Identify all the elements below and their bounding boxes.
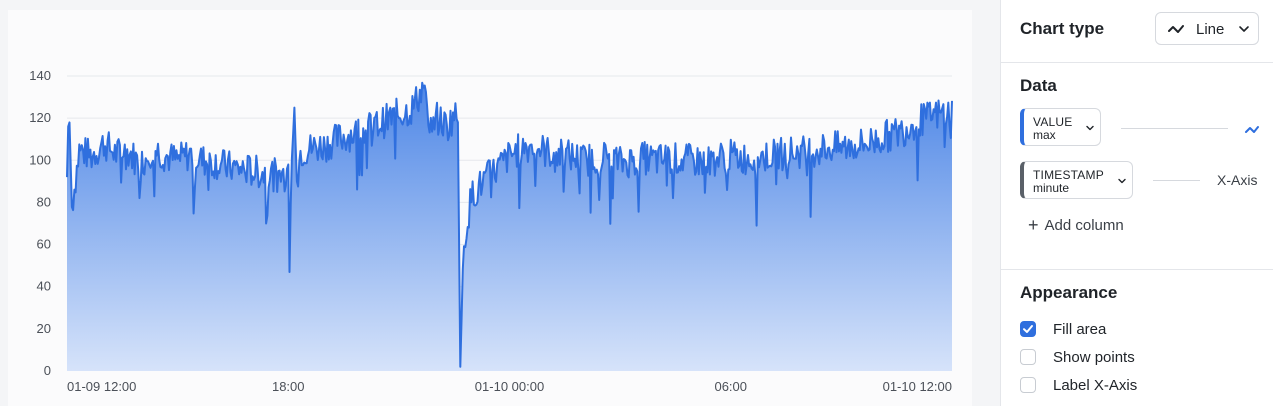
fill-area-label: Fill area [1053, 321, 1107, 338]
timestamp-column-agg: minute [1033, 181, 1070, 195]
y-tick-label: 0 [44, 363, 51, 378]
x-tick-label: 06:00 [714, 379, 747, 394]
y-tick-label: 40 [37, 279, 51, 294]
x-axis-role-label[interactable]: X-Axis [1217, 172, 1258, 188]
line-chart-icon [1168, 25, 1184, 33]
x-tick-label: 01-10 00:00 [475, 379, 544, 394]
chart-type-section: Chart type Line [1001, 0, 1273, 63]
y-axis-line-icon[interactable] [1244, 123, 1260, 135]
series-line [66, 81, 953, 368]
show-points-label: Show points [1053, 349, 1135, 366]
add-column-label: Add column [1044, 217, 1124, 234]
chart-type-value: Line [1196, 21, 1225, 38]
add-column-button[interactable]: + Add column [1028, 215, 1124, 236]
y-tick-label: 80 [37, 194, 51, 209]
label-x-axis-label: Label X-Axis [1053, 377, 1138, 394]
chart-settings-sidebar: Chart type Line Data VALUE max TIMESTAMP [1000, 0, 1273, 406]
chart-svg: 0 20 40 60 80 100 120 140 01-09 12:00 18:00 01-10 … [29, 68, 953, 394]
chart-panel: 0 20 40 60 80 100 120 140 01-09 12:00 18:00 01-10 … [8, 10, 972, 406]
data-section: Data VALUE max TIMESTAMP minute X-Axis +… [1001, 62, 1273, 270]
timestamp-column-name: TIMESTAMP [1033, 168, 1104, 182]
x-tick-label: 01-10 12:00 [883, 379, 952, 394]
value-column-agg: max [1033, 128, 1056, 142]
check-icon [1023, 325, 1033, 333]
appearance-title: Appearance [1020, 283, 1118, 302]
fill-area-checkbox[interactable] [1020, 321, 1036, 337]
timestamp-column-pill[interactable]: TIMESTAMP minute [1020, 161, 1133, 199]
chart-type-dropdown[interactable]: Line [1155, 12, 1259, 45]
chevron-down-icon [1118, 178, 1126, 184]
label-x-axis-checkbox[interactable] [1020, 377, 1036, 393]
chevron-down-icon [1086, 125, 1094, 131]
y-tick-label: 120 [29, 110, 51, 125]
chevron-down-icon [1239, 26, 1249, 32]
value-role-connector [1121, 128, 1228, 129]
x-tick-label: 01-09 12:00 [67, 379, 136, 394]
value-column-name: VALUE [1033, 115, 1073, 129]
value-column-pill[interactable]: VALUE max [1020, 108, 1101, 146]
appearance-section: Appearance Fill area Show points Label X… [1001, 269, 1273, 406]
x-tick-label: 18:00 [272, 379, 305, 394]
timestamp-role-connector [1153, 180, 1200, 181]
y-tick-label: 140 [29, 68, 51, 83]
area-fill [67, 82, 952, 371]
plus-icon: + [1028, 215, 1039, 235]
chart-type-title: Chart type [1020, 19, 1105, 38]
show-points-checkbox[interactable] [1020, 349, 1036, 365]
y-tick-label: 20 [37, 321, 51, 336]
y-tick-label: 60 [37, 237, 51, 252]
data-title: Data [1020, 76, 1057, 95]
y-tick-label: 100 [29, 152, 51, 167]
